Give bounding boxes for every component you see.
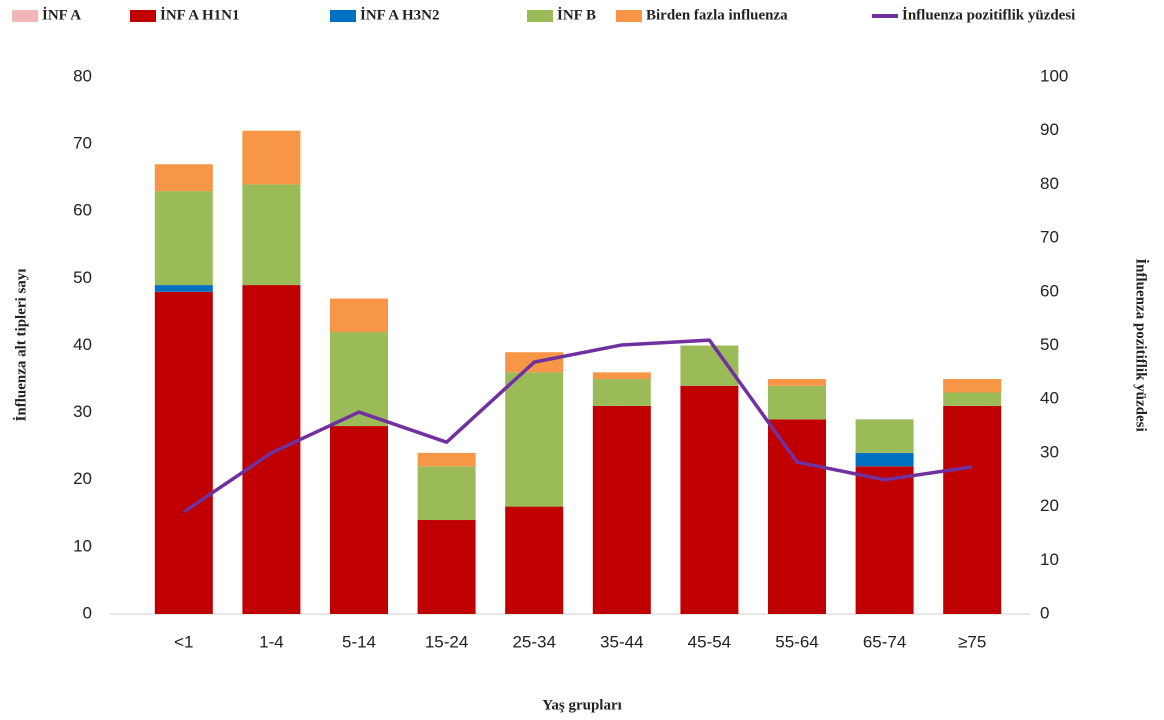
legend-label: İNF A bbox=[42, 6, 81, 23]
bar-segment bbox=[154, 285, 213, 292]
bar-segment bbox=[768, 379, 826, 386]
x-axis-title: Yaş grupları bbox=[542, 697, 622, 713]
x-tick-label: 45-54 bbox=[688, 632, 731, 651]
bar-segment bbox=[855, 452, 914, 467]
legend-swatch bbox=[12, 10, 38, 22]
y2-tick-label: 30 bbox=[1040, 442, 1059, 461]
legend-swatch bbox=[616, 10, 642, 22]
bar-segment bbox=[417, 520, 476, 614]
y-tick-label: 80 bbox=[73, 66, 92, 85]
bar-segment bbox=[417, 452, 476, 467]
legend-swatch bbox=[130, 10, 156, 22]
x-tick-label: 15-24 bbox=[425, 632, 468, 651]
y2-tick-label: 60 bbox=[1040, 281, 1059, 300]
bar-segment bbox=[505, 372, 564, 507]
bar-segment bbox=[154, 291, 213, 614]
legend-label: İNF A H3N2 bbox=[360, 6, 439, 23]
x-tick-label: 35-44 bbox=[600, 632, 643, 651]
x-tick-label: 55-64 bbox=[775, 632, 818, 651]
x-tick-label: ≥75 bbox=[958, 632, 986, 651]
y2-tick-label: 10 bbox=[1040, 550, 1059, 569]
line-series bbox=[182, 338, 973, 514]
y2-tick-label: 80 bbox=[1040, 174, 1059, 193]
legend-swatch bbox=[330, 10, 356, 22]
legend-label: İnfluenza pozitiflik yüzdesi bbox=[902, 6, 1075, 23]
x-tick-label: 65-74 bbox=[863, 632, 906, 651]
y-tick-label: 0 bbox=[83, 603, 92, 622]
bar-segment bbox=[943, 405, 1002, 614]
y2-tick-label: 70 bbox=[1040, 228, 1059, 247]
y-tick-label: 70 bbox=[73, 134, 92, 153]
bar-segment bbox=[680, 385, 739, 614]
bar-segment bbox=[242, 285, 301, 614]
y2-axis-title: İnfluenza pozitiflik yüzdesi bbox=[1133, 258, 1150, 431]
legend-label: İNF A H1N1 bbox=[160, 6, 239, 23]
bar-segment bbox=[943, 379, 1002, 393]
bar-segment bbox=[855, 419, 914, 453]
bar-segment bbox=[242, 130, 301, 185]
x-tick-label: <1 bbox=[174, 632, 193, 651]
x-tick-label: 5-14 bbox=[342, 632, 376, 651]
bar-segment bbox=[242, 184, 301, 286]
x-tick-label: 25-34 bbox=[512, 632, 555, 651]
bar-segment bbox=[417, 466, 476, 521]
bar-segment bbox=[768, 385, 826, 420]
y-tick-label: 20 bbox=[73, 469, 92, 488]
bar-segment bbox=[505, 506, 564, 614]
bar-segment bbox=[330, 298, 388, 333]
legend-label: İNF B bbox=[557, 6, 596, 23]
x-tick-label: 1-4 bbox=[259, 632, 284, 651]
y-tick-label: 60 bbox=[73, 201, 92, 220]
y2-tick-label: 40 bbox=[1040, 389, 1059, 408]
y-tick-label: 50 bbox=[73, 268, 92, 287]
y-tick-label: 30 bbox=[73, 402, 92, 421]
bar-segment bbox=[855, 466, 914, 614]
bar-segment bbox=[768, 419, 826, 614]
bar-segment bbox=[592, 379, 651, 406]
y2-tick-label: 100 bbox=[1040, 66, 1068, 85]
legend-swatch bbox=[527, 10, 553, 22]
bar-segment bbox=[943, 392, 1002, 406]
bar-segment bbox=[154, 164, 213, 192]
y2-tick-label: 0 bbox=[1040, 603, 1049, 622]
legend-label: Birden fazla influenza bbox=[646, 7, 788, 23]
y-tick-label: 40 bbox=[73, 335, 92, 354]
bar-segment bbox=[592, 405, 651, 614]
y2-tick-label: 50 bbox=[1040, 335, 1059, 354]
bar-segment bbox=[330, 426, 388, 614]
y2-tick-label: 20 bbox=[1040, 496, 1059, 515]
bar-segment bbox=[592, 372, 651, 380]
y2-tick-label: 90 bbox=[1040, 120, 1059, 139]
y-tick-label: 10 bbox=[73, 536, 92, 555]
bar-segment bbox=[154, 191, 213, 286]
y-axis-title: İnfluenza alt tipleri sayı bbox=[12, 269, 29, 422]
